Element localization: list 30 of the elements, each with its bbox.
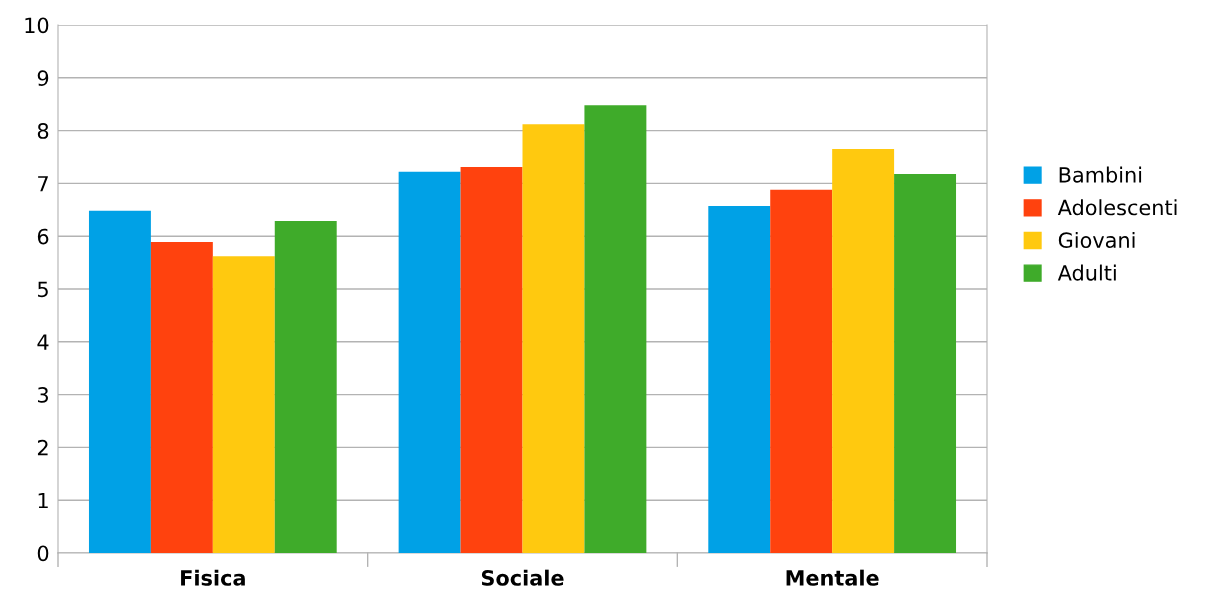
legend-label: Adolescenti (1057, 199, 1177, 216)
bar (708, 206, 771, 553)
y-tick-label: 9 (37, 70, 49, 87)
bar (522, 124, 585, 553)
bar (88, 210, 151, 553)
y-tick-label: 4 (37, 334, 49, 350)
bar (832, 149, 895, 553)
x-tick-label: Sociale (481, 569, 564, 586)
bar (584, 105, 647, 553)
bar (212, 256, 275, 553)
bar (460, 167, 523, 553)
y-tick-label: 6 (37, 228, 49, 245)
y-tick-label: 8 (37, 123, 49, 139)
y-tick-label: 10 (25, 17, 49, 34)
legend-label: Giovani (1058, 231, 1135, 249)
x-tick-label: Fisica (181, 569, 245, 586)
y-tick-label: 7 (38, 176, 48, 192)
y-tick-label: 1 (38, 492, 48, 509)
y-tick-label: 5 (38, 281, 48, 298)
y-tick-label: 0 (37, 545, 49, 562)
x-tick-label: Mentale (786, 569, 879, 586)
y-tick-label: 3 (38, 387, 48, 403)
bar (274, 220, 337, 553)
legend-label: Adulti (1057, 264, 1116, 281)
bar (150, 242, 213, 553)
bar (398, 171, 461, 553)
y-tick-label: 2 (37, 439, 48, 456)
bar (894, 173, 957, 553)
bar (770, 189, 833, 553)
legend-label: Bambini (1059, 166, 1142, 183)
